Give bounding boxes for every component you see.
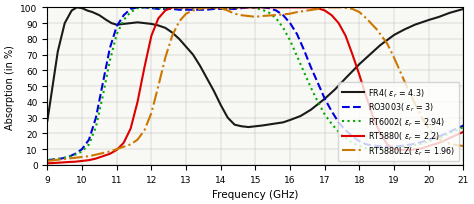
RO3003( $\varepsilon_r$ = 3) <box>58 157 64 160</box>
RT6002( $\varepsilon_r$ = 2.94) <box>322 114 328 116</box>
Line: FR4( $\varepsilon_r$ = 4.3): FR4( $\varepsilon_r$ = 4.3) <box>47 8 464 128</box>
FR4( $\varepsilon_r$ = 4.3) <box>74 7 80 10</box>
RT6002( $\varepsilon_r$ = 2.94) <box>142 7 147 10</box>
RO3003( $\varepsilon_r$ = 3) <box>218 9 224 11</box>
RT6002( $\varepsilon_r$ = 2.94) <box>218 8 224 10</box>
RT5880( $\varepsilon_r$ = 2.2) <box>169 7 175 10</box>
RO3003( $\varepsilon_r$ = 3) <box>461 125 466 127</box>
RT5880( $\varepsilon_r$ = 2.2) <box>461 131 466 133</box>
Y-axis label: Absorption (in %): Absorption (in %) <box>5 44 15 129</box>
RO3003( $\varepsilon_r$ = 3) <box>135 7 140 10</box>
RT6002( $\varepsilon_r$ = 2.94) <box>155 8 161 10</box>
RO3003( $\varepsilon_r$ = 3) <box>45 159 50 162</box>
RT5880LZ( $\varepsilon_r$ = 1.96) <box>339 7 345 10</box>
RO3003( $\varepsilon_r$ = 3) <box>315 82 321 85</box>
Line: RT5880LZ( $\varepsilon_r$ = 1.96): RT5880LZ( $\varepsilon_r$ = 1.96) <box>47 8 464 161</box>
RT5880LZ( $\varepsilon_r$ = 1.96) <box>204 7 210 10</box>
RO3003( $\varepsilon_r$ = 3) <box>322 98 328 100</box>
Line: RT6002( $\varepsilon_r$ = 2.94): RT6002( $\varepsilon_r$ = 2.94) <box>47 8 464 160</box>
Line: RT5880( $\varepsilon_r$ = 2.2): RT5880( $\varepsilon_r$ = 2.2) <box>47 8 464 163</box>
RT5880( $\varepsilon_r$ = 2.2) <box>329 15 335 17</box>
RO3003( $\varepsilon_r$ = 3) <box>155 9 161 11</box>
RT6002( $\varepsilon_r$ = 2.94) <box>45 159 50 162</box>
FR4( $\varepsilon_r$ = 4.3) <box>461 9 466 11</box>
RT5880LZ( $\varepsilon_r$ = 1.96) <box>65 157 71 160</box>
FR4( $\varepsilon_r$ = 4.3) <box>45 120 50 122</box>
RT6002( $\varepsilon_r$ = 2.94) <box>315 101 321 104</box>
RT5880LZ( $\varepsilon_r$ = 1.96) <box>218 8 224 10</box>
Legend: FR4( $\varepsilon_r$ = 4.3), RO3003( $\varepsilon_r$ = 3), RT6002( $\varepsilon_: FR4( $\varepsilon_r$ = 4.3), RO3003( $\v… <box>337 83 459 161</box>
RT6002( $\varepsilon_r$ = 2.94) <box>65 156 71 159</box>
FR4( $\varepsilon_r$ = 4.3) <box>246 126 251 129</box>
FR4( $\varepsilon_r$ = 4.3) <box>225 117 230 119</box>
RT6002( $\varepsilon_r$ = 2.94) <box>461 126 466 129</box>
FR4( $\varepsilon_r$ = 4.3) <box>69 10 74 13</box>
X-axis label: Frequency (GHz): Frequency (GHz) <box>212 189 299 199</box>
RO3003( $\varepsilon_r$ = 3) <box>65 156 71 159</box>
Line: RO3003( $\varepsilon_r$ = 3): RO3003( $\varepsilon_r$ = 3) <box>47 8 464 160</box>
RT5880( $\varepsilon_r$ = 2.2) <box>65 161 71 163</box>
RT6002( $\varepsilon_r$ = 2.94) <box>58 157 64 160</box>
FR4( $\varepsilon_r$ = 4.3) <box>204 78 210 80</box>
RT5880( $\varepsilon_r$ = 2.2) <box>148 35 154 38</box>
RT5880LZ( $\varepsilon_r$ = 1.96) <box>58 158 64 161</box>
RT5880LZ( $\varepsilon_r$ = 1.96) <box>148 112 154 115</box>
RT5880( $\varepsilon_r$ = 2.2) <box>322 10 328 13</box>
RT5880( $\varepsilon_r$ = 2.2) <box>218 7 224 10</box>
FR4( $\varepsilon_r$ = 4.3) <box>259 125 265 127</box>
RT5880LZ( $\varepsilon_r$ = 1.96) <box>329 7 335 10</box>
RT5880LZ( $\varepsilon_r$ = 1.96) <box>461 145 466 147</box>
RT5880LZ( $\varepsilon_r$ = 1.96) <box>45 160 50 162</box>
RT5880( $\varepsilon_r$ = 2.2) <box>58 162 64 164</box>
RT5880( $\varepsilon_r$ = 2.2) <box>45 162 50 165</box>
FR4( $\varepsilon_r$ = 4.3) <box>163 28 168 30</box>
FR4( $\varepsilon_r$ = 4.3) <box>280 122 286 124</box>
